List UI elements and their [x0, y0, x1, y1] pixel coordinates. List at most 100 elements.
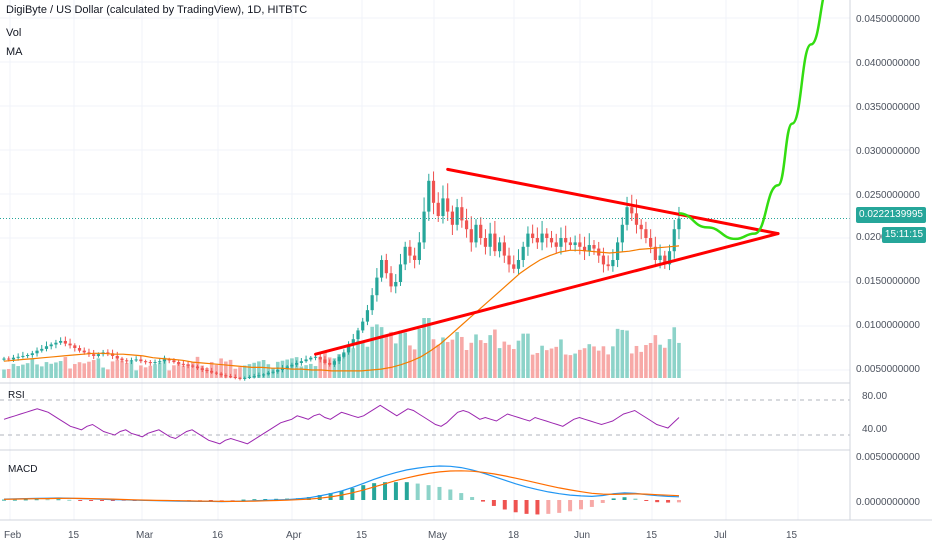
- candle-body: [361, 321, 365, 331]
- candle-body: [92, 354, 96, 356]
- volume-bar: [497, 348, 502, 378]
- volume-bar: [294, 357, 299, 378]
- candle-body: [313, 356, 318, 358]
- volume-bar: [615, 328, 620, 378]
- time-tick: May: [428, 530, 447, 541]
- candle-body: [285, 366, 289, 369]
- macd-histogram-bar: [317, 495, 322, 500]
- volume-bar: [115, 359, 120, 378]
- rsi-line: [3, 404, 680, 445]
- candle-body: [365, 310, 370, 322]
- candle-body: [158, 361, 162, 363]
- candle-body: [370, 295, 374, 311]
- rsi-tick: 40.00: [862, 424, 887, 435]
- volume-bar: [318, 357, 323, 378]
- candle-body: [337, 356, 341, 362]
- candle-body: [2, 358, 6, 360]
- volume-bar: [375, 324, 379, 378]
- candle-body: [30, 353, 34, 356]
- volume-bar: [139, 365, 143, 378]
- candle-body: [658, 255, 662, 260]
- candle-body: [219, 373, 223, 376]
- volume-bar: [535, 353, 540, 378]
- candle-body: [26, 355, 30, 357]
- volume-bar: [653, 335, 658, 378]
- macd-histogram-bar: [23, 499, 28, 501]
- candle-body: [318, 356, 322, 360]
- price-tick: 0.0150000000: [856, 276, 920, 287]
- macd-histogram-bar: [241, 499, 246, 501]
- candle-body: [441, 198, 445, 216]
- volume-legend[interactable]: Vol: [6, 27, 22, 39]
- macd-histogram-bar: [426, 485, 431, 500]
- volume-bar: [412, 349, 417, 378]
- volume-bar: [242, 365, 247, 378]
- candle-body: [653, 246, 657, 260]
- volume-bar: [323, 352, 327, 378]
- volume-bar: [502, 341, 507, 378]
- price-axis[interactable]: 0.0450000000 0.0400000000 0.0350000000 0…: [849, 0, 920, 520]
- volume-bar: [309, 363, 313, 378]
- macd-histogram-bar: [437, 486, 442, 500]
- candle-body: [49, 344, 53, 347]
- candle-body: [167, 359, 171, 361]
- volume-bar: [238, 367, 242, 378]
- volume-bar: [516, 340, 521, 378]
- time-tick: Jul: [714, 530, 727, 541]
- volume-bar: [77, 362, 82, 378]
- candle-body: [290, 364, 294, 367]
- volume-bar: [398, 330, 403, 378]
- price-tick: 0.0100000000: [856, 320, 920, 331]
- volume-bar: [313, 366, 318, 378]
- volume-bar: [578, 349, 582, 378]
- volume-bar: [478, 340, 483, 378]
- projection-curve[interactable]: [678, 0, 830, 241]
- volume-bar: [143, 367, 148, 378]
- candle-body: [63, 340, 67, 344]
- macd-histogram-bar: [219, 500, 224, 501]
- candle-body: [342, 352, 346, 357]
- candle-body: [389, 273, 393, 287]
- volume-bar: [469, 342, 474, 378]
- macd-histogram-bar: [546, 500, 551, 514]
- candle-body: [148, 362, 152, 364]
- candle-body: [115, 355, 119, 359]
- volume-bar: [2, 369, 6, 378]
- volume-bar: [422, 318, 426, 378]
- macd-histogram-bar: [459, 493, 464, 500]
- candle-body: [535, 238, 539, 243]
- candle-body: [403, 246, 407, 265]
- volume-bar: [403, 332, 407, 378]
- volume-bar: [54, 362, 58, 378]
- volume-bar: [247, 364, 252, 378]
- candle-body: [172, 360, 176, 363]
- volume-bar: [58, 361, 63, 378]
- countdown-badge: 15:11:15: [882, 227, 926, 243]
- ma-legend[interactable]: MA: [6, 46, 23, 58]
- candle-body: [224, 375, 228, 377]
- candle-body: [573, 242, 577, 246]
- volume-bar: [299, 366, 304, 378]
- volume-bar: [488, 335, 492, 378]
- candle-body: [398, 264, 403, 282]
- candle-body: [247, 377, 252, 379]
- volume-bar: [445, 342, 450, 378]
- volume-bar: [35, 364, 39, 378]
- volume-bar: [21, 364, 25, 378]
- candle-body: [380, 260, 384, 278]
- candle-body: [120, 358, 124, 361]
- candle-body: [582, 246, 587, 252]
- volume-bar: [157, 362, 162, 378]
- time-axis[interactable]: Feb 15 Mar 16 Apr 15 May 18 Jun 15 Jul 1…: [0, 519, 932, 541]
- macd-histogram-bar: [67, 499, 72, 501]
- candle-body: [205, 370, 209, 371]
- volume-bar: [91, 360, 96, 378]
- volume-bar: [134, 370, 138, 378]
- triangle-drawing[interactable]: [314, 167, 780, 356]
- volume-bar: [252, 362, 256, 378]
- candle-body: [540, 233, 544, 243]
- macd-histogram-bar: [622, 497, 627, 500]
- candle-body: [73, 345, 77, 348]
- chart-title: DigiByte / US Dollar (calculated by Trad…: [6, 4, 308, 16]
